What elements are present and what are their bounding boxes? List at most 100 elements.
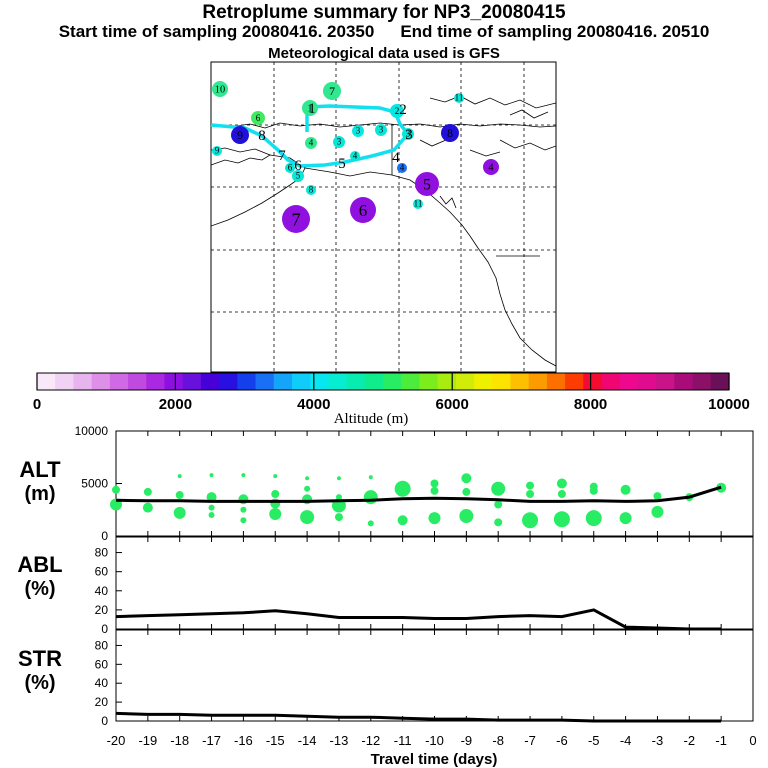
- map-marker: [483, 159, 499, 175]
- altitude-mean-line: [115, 485, 722, 503]
- map-marker: [375, 124, 387, 136]
- x-tick-label: -20: [107, 733, 126, 748]
- altitude-point: [304, 485, 311, 492]
- colorbar-swatch: [128, 373, 147, 390]
- colorbar-swatch: [200, 373, 220, 390]
- x-tick-label: -14: [298, 733, 317, 748]
- colorbar-swatch: [91, 373, 111, 390]
- altitude-colorbar: 0 2000 4000 6000 8000 10000 Altitude (m): [33, 372, 750, 427]
- altitude-point: [208, 504, 215, 511]
- altitude-point: [334, 513, 343, 522]
- panel-frame: [115, 629, 754, 722]
- x-tick-label: -5: [588, 733, 600, 748]
- map-marker: [282, 205, 310, 233]
- colorbar-swatch: [419, 373, 439, 390]
- x-tick-label: -7: [524, 733, 536, 748]
- track-day-label: 4: [392, 150, 400, 166]
- map-marker-label: 6: [288, 162, 293, 172]
- x-tick-label: -3: [652, 733, 664, 748]
- map-marker: [350, 197, 376, 223]
- altitude-point: [363, 490, 378, 505]
- map-marker-label: 5: [296, 171, 301, 181]
- altitude-point: [620, 484, 631, 495]
- altitude-point: [271, 490, 280, 498]
- map-marker-label: 4: [400, 162, 405, 172]
- x-tick-label: -19: [138, 733, 157, 748]
- end-time: End time of sampling 20080416. 20510: [400, 22, 710, 41]
- time-series-panels: ALT(m)1000050000ABL(%)806040200STR(%)806…: [17, 424, 756, 768]
- altitude-point: [300, 510, 315, 525]
- map-marker: [415, 172, 439, 196]
- map-marker: [285, 163, 295, 173]
- colorbar-tick-label: 4000: [297, 396, 330, 413]
- sampling-times: Start time of sampling 20080416. 20350 En…: [0, 22, 768, 42]
- track-day-label: 5: [338, 156, 346, 172]
- y-tick-label: 0: [101, 622, 108, 636]
- track-day-label: 2: [399, 102, 407, 118]
- map-marker-label: 3: [356, 126, 361, 136]
- colorbar-swatch: [492, 373, 512, 390]
- altitude-point: [336, 476, 341, 481]
- x-tick-label: -15: [266, 733, 285, 748]
- colorbar-swatch: [219, 373, 238, 390]
- colorbar-swatch: [255, 373, 275, 390]
- map-marker-label: 4: [309, 138, 314, 148]
- map-marker-label: 4: [488, 163, 494, 174]
- y-tick-label: 40: [95, 584, 109, 598]
- colorbar-swatch: [528, 373, 548, 390]
- colorbar-swatch: [601, 373, 621, 390]
- x-tick-label: -12: [361, 733, 380, 748]
- y-tick-label: 10000: [75, 424, 109, 438]
- map-frame: [210, 61, 557, 373]
- abl-series-line: [115, 608, 722, 631]
- altitude-point: [367, 520, 374, 527]
- map-marker-label: 3: [379, 125, 384, 135]
- altitude-point: [173, 506, 186, 519]
- map-marker: [390, 104, 404, 118]
- x-tick-label: 0: [749, 733, 756, 748]
- colorbar-label: Altitude (m): [334, 411, 409, 427]
- map-marker-label: 10: [215, 85, 225, 96]
- colorbar-swatch: [364, 373, 384, 390]
- x-tick-label: -2: [684, 733, 696, 748]
- map-marker: [302, 100, 318, 116]
- altitude-point: [241, 473, 246, 478]
- map-marker-label: 9: [237, 129, 243, 142]
- colorbar-swatch: [37, 373, 56, 390]
- map-marker-label: 6: [256, 113, 261, 123]
- track-day-label: 3: [405, 127, 413, 143]
- altitude-point: [494, 500, 503, 509]
- colorbar-tick-label: 2000: [159, 396, 192, 413]
- y-tick-label: 20: [95, 695, 109, 709]
- x-tick-label: -17: [202, 733, 221, 748]
- altitude-point: [335, 494, 342, 501]
- altitude-point: [585, 510, 602, 527]
- map-marker-label: 4: [353, 150, 358, 160]
- map-marker-label: 11: [455, 92, 464, 102]
- altitude-point: [459, 509, 474, 524]
- y-tick-label: 40: [95, 676, 109, 690]
- map-marker: [305, 137, 317, 149]
- track-day-label: 7: [278, 148, 286, 164]
- altitude-point: [368, 475, 373, 480]
- map-marker: [397, 163, 407, 173]
- panel-abl: ABL(%) 80 60 40 20 0: [17, 536, 754, 636]
- x-tick-label: -11: [394, 733, 412, 748]
- colorbar-swatch: [583, 373, 603, 390]
- colorbar-swatch: [55, 373, 75, 390]
- x-tick-label: -13: [330, 733, 349, 748]
- colorbar-swatch: [401, 373, 421, 390]
- map-marker: [333, 136, 345, 148]
- colorbar-swatch: [656, 373, 675, 390]
- altitude-point: [209, 473, 214, 478]
- altitude-point: [177, 474, 182, 479]
- altitude-point: [428, 512, 441, 525]
- met-data-line: Meteorological data used is GFS: [268, 45, 500, 62]
- altitude-point: [394, 480, 411, 497]
- altitude-point: [206, 492, 217, 503]
- x-tick-label: -1: [715, 733, 727, 748]
- altitude-point: [556, 478, 567, 489]
